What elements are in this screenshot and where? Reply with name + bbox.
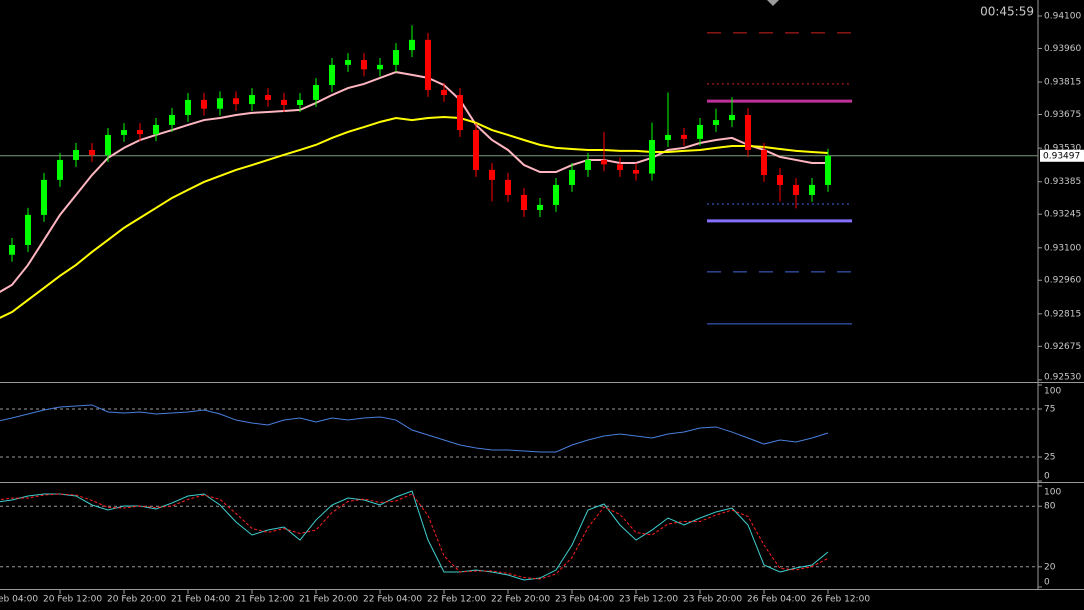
candle-body (233, 98, 239, 105)
candle-body (585, 159, 591, 170)
y-tick-label: 0 (1044, 578, 1050, 588)
candle-body (249, 95, 255, 105)
candle-body (313, 85, 319, 100)
y-tick-label: 0.93530 (1044, 144, 1081, 154)
y-tick-label: 75 (1044, 405, 1055, 415)
candle-body (617, 164, 623, 170)
candle-body (9, 245, 15, 255)
x-tick-label: 20 Feb 12:00 (43, 595, 102, 605)
candle-body (681, 134, 687, 139)
x-tick-label: 26 Feb 04:00 (747, 595, 806, 605)
x-tick-label: 22 Feb 04:00 (363, 595, 422, 605)
candle-body (265, 95, 271, 100)
y-tick-label: 0.93385 (1044, 177, 1081, 187)
candle-body (729, 114, 735, 121)
clock: 00:45:59 (980, 5, 1034, 19)
candle-body (201, 99, 207, 109)
y-tick-label: 100 (1044, 488, 1061, 498)
x-tick-label: 23 Feb 20:00 (683, 595, 742, 605)
y-tick-label: 20 (1044, 562, 1056, 572)
candle-body (281, 99, 287, 106)
candle-body (505, 179, 511, 195)
x-tick-label: 20 Feb 20:00 (107, 595, 166, 605)
x-tick-label: 26 Feb 12:00 (811, 595, 870, 605)
candle-body (473, 130, 479, 170)
candle-body (777, 175, 783, 185)
price-label: 0.93497 (1043, 151, 1080, 161)
y-tick-label: 0 (1044, 472, 1050, 482)
candle-body (41, 179, 47, 215)
candle-body (665, 134, 671, 141)
y-tick-label: 25 (1044, 453, 1055, 463)
y-tick-label: 0.92675 (1044, 342, 1081, 352)
candle-body (425, 39, 431, 90)
y-tick-label: 0.92530 (1044, 373, 1081, 383)
y-tick-label: 100 (1044, 387, 1061, 397)
candle-body (793, 184, 799, 195)
x-tick-label: 21 Feb 20:00 (299, 595, 358, 605)
candle-body (489, 169, 495, 180)
y-tick-label: 0.93100 (1044, 243, 1081, 253)
candle-body (185, 99, 191, 115)
candle-body (153, 124, 159, 135)
y-tick-label: 0.93245 (1044, 210, 1081, 220)
candle-body (57, 159, 63, 180)
candle-body (569, 169, 575, 185)
candle-body (697, 124, 703, 139)
candle-body (457, 95, 463, 131)
x-tick-label: 21 Feb 12:00 (235, 595, 294, 605)
candle-body (809, 184, 815, 195)
candle-body (25, 214, 31, 246)
candle-body (105, 134, 111, 156)
candle-body (761, 149, 767, 176)
candle-body (409, 39, 415, 51)
candle-body (329, 64, 335, 86)
shift-marker (767, 0, 779, 6)
x-tick-label: 22 Feb 12:00 (427, 595, 486, 605)
candle-body (73, 149, 79, 160)
candle-body (633, 169, 639, 174)
candle-body (537, 204, 543, 211)
candle-body (393, 50, 399, 65)
candle-body (745, 114, 751, 150)
indicator-line (0, 116, 829, 319)
y-tick-label: 0.93960 (1044, 44, 1081, 54)
x-tick-label: 23 Feb 04:00 (555, 595, 614, 605)
candle-body (441, 89, 447, 96)
x-tick-label: 21 Feb 04:00 (171, 595, 230, 605)
y-tick-label: 0.92815 (1044, 309, 1081, 319)
indicator-line (0, 71, 828, 293)
candle-body (89, 149, 95, 156)
candle-body (521, 194, 527, 211)
indicator-line (0, 490, 829, 581)
indicator-line (0, 493, 829, 580)
candle-body (345, 60, 351, 65)
y-tick-label: 0.93675 (1044, 110, 1081, 120)
candle-body (121, 130, 127, 135)
candle-body (649, 140, 655, 174)
indicator-line (0, 404, 829, 453)
candle-body (217, 98, 223, 109)
x-tick-label: 23 Feb 12:00 (619, 595, 678, 605)
candle-body (169, 114, 175, 125)
x-tick-label: 22 Feb 20:00 (491, 595, 550, 605)
candle-body (297, 99, 303, 106)
candle-body (361, 60, 367, 70)
candle-body (137, 130, 143, 135)
candle-body (553, 184, 559, 205)
price-label-box (1040, 149, 1084, 162)
y-tick-label: 0.92960 (1044, 276, 1081, 286)
x-tick-label: 20 Feb 04:00 (0, 595, 38, 605)
candle-body (825, 155, 831, 185)
y-tick-label: 80 (1044, 502, 1056, 512)
y-tick-label: 0.93815 (1044, 78, 1081, 88)
candle-body (601, 159, 607, 165)
candle-body (713, 120, 719, 125)
y-tick-label: 0.94100 (1044, 11, 1081, 21)
candle-body (377, 64, 383, 70)
